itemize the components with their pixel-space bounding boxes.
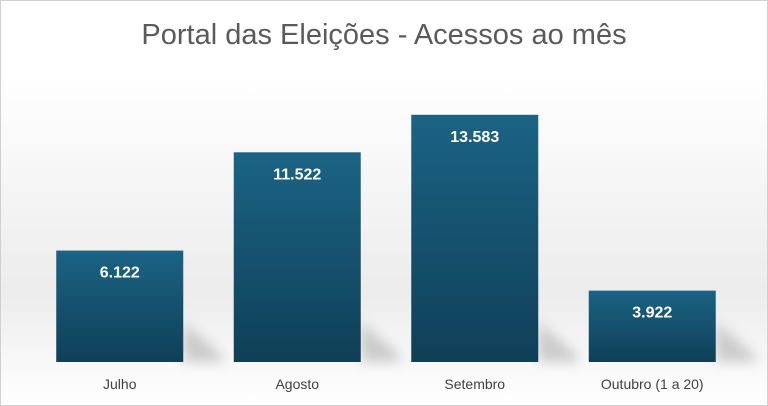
bar-shadow [183,322,224,362]
bar-4 [588,290,716,362]
chart-title: Portal das Eleições - Acessos ao mês [141,19,627,51]
data-label-2: 11.522 [273,166,321,183]
data-label-3: 13.583 [450,129,499,146]
bar-shadow [538,322,579,362]
bar-2 [233,152,361,362]
data-label-4: 3.922 [632,305,672,322]
x-tick-label-3: Setembro [444,376,505,392]
data-label-1: 6.122 [100,265,140,282]
bar-shadow [360,322,401,362]
x-tick-label-1: Julho [103,376,137,392]
x-tick-label-2: Agosto [275,376,319,392]
bar-1 [56,250,184,362]
bar-3 [411,114,539,362]
x-tick-label-4: Outubro (1 a 20) [601,376,704,392]
bar-shadow [715,322,756,362]
